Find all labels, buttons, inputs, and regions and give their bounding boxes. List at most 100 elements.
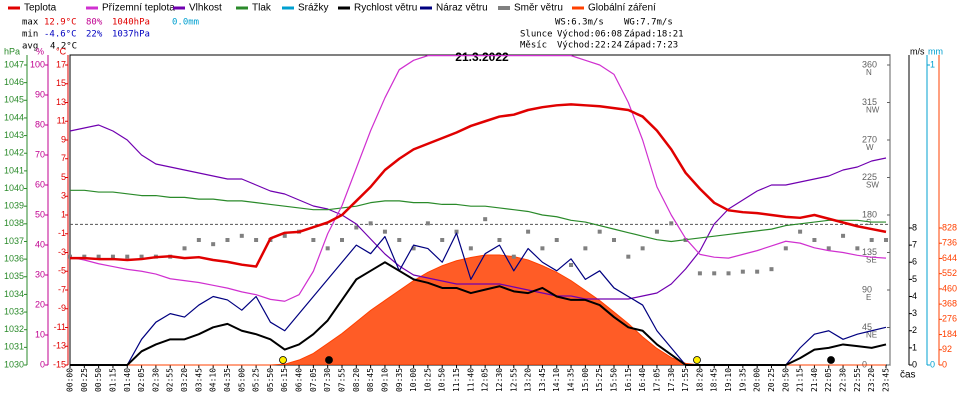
x-tick-label: 03:20 bbox=[180, 368, 189, 392]
tick-label: 40 bbox=[35, 239, 45, 249]
series-line bbox=[69, 124, 887, 300]
x-tick-label: 13:20 bbox=[524, 368, 533, 392]
direction-point bbox=[440, 238, 445, 242]
x-tick-label: 22:05 bbox=[824, 368, 833, 392]
direction-point bbox=[855, 246, 860, 251]
direction-point bbox=[755, 269, 760, 274]
direction-point bbox=[425, 221, 430, 226]
direction-point bbox=[411, 246, 416, 251]
direction-point bbox=[554, 238, 559, 242]
info-text: Slunce bbox=[520, 30, 553, 40]
x-tick-label: 11:15 bbox=[452, 368, 461, 392]
axis-unit: m/s bbox=[910, 46, 925, 56]
x-tick-label: 00:50 bbox=[94, 368, 103, 392]
x-tick-label: 05:25 bbox=[252, 368, 261, 392]
tick-label: 1030 bbox=[4, 359, 24, 369]
direction-point bbox=[798, 229, 803, 234]
x-tick-label: 21:40 bbox=[810, 368, 819, 392]
x-tick-label: 20:25 bbox=[767, 368, 776, 392]
tick-label: 0 bbox=[862, 359, 867, 369]
x-tick-label: 14:35 bbox=[567, 368, 576, 392]
tick-label: 90 bbox=[862, 284, 872, 294]
event-marker bbox=[693, 356, 701, 364]
tick-label: 0 bbox=[930, 359, 935, 369]
direction-point bbox=[526, 229, 531, 234]
direction-point bbox=[884, 238, 888, 242]
direction-point bbox=[654, 229, 659, 234]
direction-point bbox=[483, 217, 488, 222]
direction-point bbox=[382, 229, 387, 234]
x-tick-label: 17:55 bbox=[681, 368, 690, 392]
direction-point bbox=[196, 238, 201, 242]
x-tick-label: 05:50 bbox=[266, 368, 275, 392]
tick-label: 8 bbox=[912, 222, 917, 232]
stat-value: 4.2°C bbox=[50, 42, 77, 52]
direction-point bbox=[597, 229, 602, 234]
x-tick-label: 12:30 bbox=[495, 368, 504, 392]
tick-label: 80 bbox=[35, 119, 45, 129]
direction-point bbox=[612, 238, 616, 242]
tick-label: 1 bbox=[912, 342, 917, 352]
x-tick-label: 15:50 bbox=[610, 368, 619, 392]
tick-label: -13 bbox=[53, 341, 66, 351]
stat-value: 1040hPa bbox=[112, 18, 150, 28]
legend-label: Srážky bbox=[298, 3, 329, 14]
direction-point bbox=[68, 254, 72, 259]
tick-label: 1040 bbox=[4, 183, 24, 193]
tick-label: 1031 bbox=[4, 342, 24, 352]
tick-label: 1 bbox=[930, 59, 935, 69]
series-line bbox=[70, 261, 887, 366]
x-tick-label: 07:55 bbox=[338, 368, 347, 392]
tick-label: 0 bbox=[912, 359, 917, 369]
x-tick-label: 01:15 bbox=[108, 368, 117, 392]
tick-label: 20 bbox=[35, 299, 45, 309]
direction-point bbox=[211, 242, 216, 247]
direction-point bbox=[511, 254, 516, 259]
tick-label: 0 bbox=[942, 359, 947, 369]
legend-label: Vlhkost bbox=[189, 3, 222, 14]
tick-label: 276 bbox=[942, 314, 957, 324]
stat-value: 1037hPa bbox=[112, 30, 150, 40]
legend-label: Tlak bbox=[252, 3, 272, 14]
tick-label: -1 bbox=[58, 228, 66, 238]
x-tick-label: 09:10 bbox=[380, 368, 389, 392]
axis-unit: mm bbox=[928, 46, 943, 56]
tick-direction: W bbox=[866, 143, 874, 152]
tick-label: 17 bbox=[56, 59, 66, 69]
tick-label: 1042 bbox=[4, 148, 24, 158]
x-tick-label: 18:45 bbox=[710, 368, 719, 392]
info-text: Východ:22:24 bbox=[557, 41, 622, 51]
direction-point bbox=[340, 238, 344, 242]
stat-label: avg bbox=[22, 42, 38, 52]
tick-label: 5 bbox=[912, 274, 917, 284]
direction-point bbox=[497, 238, 502, 242]
direction-point bbox=[769, 267, 774, 272]
tick-label: 270 bbox=[862, 134, 877, 144]
tick-label: 15 bbox=[56, 78, 66, 88]
tick-label: -15 bbox=[53, 359, 66, 369]
stat-value: 22% bbox=[86, 30, 103, 40]
axis-unit: hPa bbox=[4, 46, 20, 56]
tick-label: 315 bbox=[862, 97, 877, 107]
legend-label: Globální záření bbox=[588, 3, 656, 14]
tick-label: 45 bbox=[862, 322, 872, 332]
stat-value: -4.6°C bbox=[44, 30, 77, 40]
info-text: WS:6.3m/s bbox=[555, 18, 604, 28]
axis-unit: % bbox=[36, 46, 44, 56]
info: WS:6.3m/s WG:7.7m/s Slunce Východ:06:08 … bbox=[520, 18, 684, 51]
direction-point bbox=[354, 225, 359, 230]
series-line bbox=[69, 55, 887, 302]
tick-label: -7 bbox=[58, 284, 66, 294]
legend-label: Rychlost větru bbox=[354, 3, 417, 14]
x-tick-label: 23:45 bbox=[882, 368, 891, 392]
x-tick-label: 01:40 bbox=[123, 368, 132, 392]
direction-point bbox=[182, 246, 187, 251]
direction-point bbox=[712, 271, 717, 276]
direction-point bbox=[697, 271, 702, 276]
tick-direction: NW bbox=[866, 106, 880, 115]
tick-label: 7 bbox=[61, 153, 66, 163]
tick-label: 5 bbox=[61, 172, 66, 182]
tick-label: 9 bbox=[61, 134, 66, 144]
direction-point bbox=[783, 246, 788, 251]
info-text: Měsíc bbox=[520, 41, 547, 51]
